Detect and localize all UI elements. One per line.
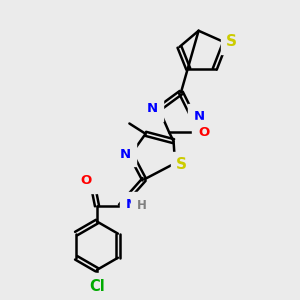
- Text: S: S: [226, 34, 237, 49]
- Text: N: N: [125, 198, 136, 211]
- Text: O: O: [198, 126, 209, 139]
- Text: N: N: [147, 102, 158, 115]
- Text: H: H: [137, 200, 147, 212]
- Text: N: N: [119, 148, 130, 161]
- Text: S: S: [176, 157, 187, 172]
- Text: N: N: [194, 110, 205, 123]
- Text: Cl: Cl: [89, 278, 105, 293]
- Text: O: O: [80, 174, 92, 188]
